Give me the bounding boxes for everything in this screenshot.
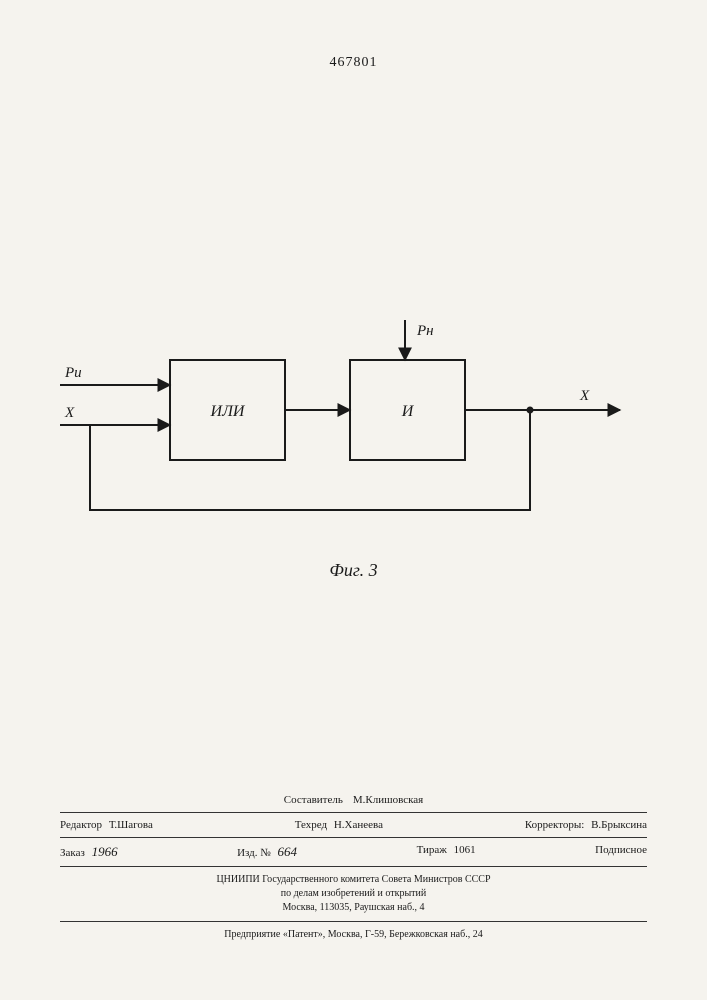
svg-text:Pн: Pн [416,323,434,339]
editor-name: Т.Шагова [109,819,153,831]
subscription: Подписное [595,844,647,860]
divider [60,921,647,922]
correctors-group: Корректоры: В.Брыксина [525,819,647,831]
techred-label: Техред [295,819,327,831]
composer-name: М.Клишовская [353,794,423,806]
circulation-label: Тираж [417,844,447,856]
circulation-group: Тираж 1061 [417,844,476,860]
block-diagram: ИЛИ И Pu X Pн X [60,310,640,550]
divider [60,837,647,838]
circulation-number: 1061 [454,844,476,856]
issue-label: Изд. № [237,847,271,859]
page-number: 467801 [330,55,378,71]
organization: ЦНИИПИ Государственного комитета Совета … [60,870,647,918]
svg-text:ИЛИ: ИЛИ [210,403,246,420]
org-line: Москва, 113035, Раушская наб., 4 [60,901,647,915]
svg-text:И: И [401,403,415,420]
composer-label: Составитель [284,794,343,806]
org-line: по делам изобретений и открытий [60,887,647,901]
editor-group: Редактор Т.Шагова [60,819,153,831]
footer: Составитель М.Клишовская Редактор Т.Шаго… [60,791,647,945]
order-label: Заказ [60,847,85,859]
order-group: Заказ 1966 [60,844,118,860]
correctors-name: В.Брыксина [591,819,647,831]
techred-name: Н.Ханеева [334,819,383,831]
issue-group: Изд. № 664 [237,844,297,860]
svg-text:X: X [579,388,590,404]
divider [60,866,647,867]
printer: Предприятие «Патент», Москва, Г-59, Бере… [60,925,647,945]
order-number: 1966 [92,844,118,859]
editor-label: Редактор [60,819,102,831]
figure-caption: Фиг. 3 [329,560,377,581]
divider [60,812,647,813]
techred-group: Техред Н.Ханеева [295,819,383,831]
correctors-label: Корректоры: [525,819,584,831]
svg-text:X: X [64,405,75,421]
svg-text:Pu: Pu [64,365,82,381]
org-line: ЦНИИПИ Государственного комитета Совета … [60,873,647,887]
issue-number: 664 [278,844,298,859]
